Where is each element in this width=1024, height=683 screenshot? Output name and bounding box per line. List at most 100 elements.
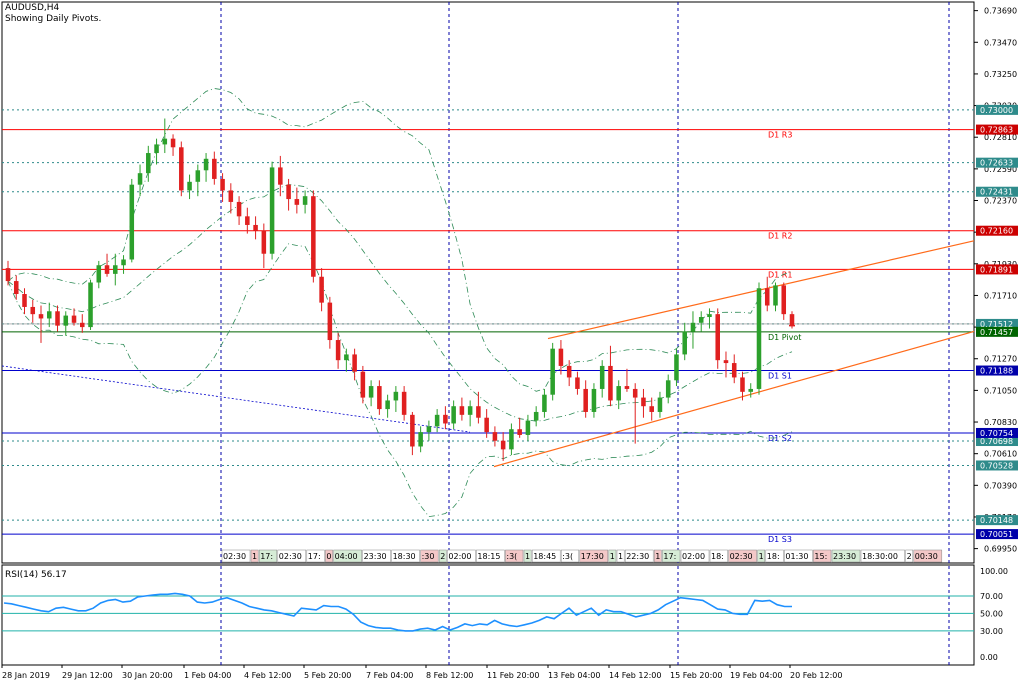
- session-cell: [277, 549, 307, 563]
- session-cell: [662, 549, 681, 563]
- session-cell: [250, 549, 259, 563]
- candle-body: [533, 411, 539, 421]
- rsi-line: [3, 592, 792, 632]
- candle-body: [55, 311, 60, 326]
- candle-body: [410, 414, 415, 447]
- candle-body: [154, 144, 159, 154]
- main-panel-border: [1, 1, 975, 564]
- candle-body: [599, 365, 605, 389]
- candle-body: [269, 167, 275, 254]
- candle-body: [212, 158, 217, 179]
- pivot-label: D1 R1: [768, 270, 792, 279]
- time-tick-label: 19 Feb 04:00: [730, 671, 782, 680]
- time-tick-label: 5 Feb 20:00: [304, 671, 351, 680]
- candle-body: [228, 190, 234, 202]
- session-cell-label: :3(: [506, 552, 517, 561]
- price-tags: 0.73000 0.72633 0.72431 0.71512 0.70698 0.705…: [976, 104, 1018, 540]
- candle-body: [674, 354, 679, 381]
- session-cell: [560, 549, 580, 563]
- time-tick-label: 7 Feb 04:00: [366, 671, 413, 680]
- session-cell-label: 04:00: [335, 552, 358, 561]
- candle-body: [129, 184, 135, 260]
- candle-body: [566, 365, 572, 378]
- session-cell: [784, 549, 813, 563]
- candle-body: [500, 440, 506, 450]
- price-tick-label: 0.72810: [984, 133, 1017, 142]
- session-cell: [624, 549, 654, 563]
- candle-body: [418, 432, 423, 447]
- session-cell-label: 0: [326, 552, 331, 561]
- session-cell-label: 02:30: [223, 552, 246, 561]
- session-cell: [391, 549, 420, 563]
- session-cell: [728, 549, 757, 563]
- session-cell-label: 01:30: [785, 552, 808, 561]
- candle-body: [525, 420, 531, 435]
- session-cell-label: 17:: [308, 552, 321, 561]
- time-tick-label: 30 Jan 20:00: [122, 671, 173, 680]
- candle-body: [162, 138, 168, 145]
- price-tick-label: 0.71710: [984, 291, 1017, 300]
- time-tick-label: 14 Feb 12:00: [609, 671, 661, 680]
- session-cell: [616, 549, 625, 563]
- rsi-tick-label: 50.00: [980, 609, 1003, 618]
- candle-body: [715, 314, 720, 361]
- candle-body: [426, 426, 432, 433]
- session-cell: [913, 549, 943, 563]
- pivot-levels: D1 R3 D1 R2 D1 R1 D1 Pivot D1 S1 D1 S2 D1 S3: [2, 109, 974, 544]
- price-tick-label: 0.71270: [984, 355, 1017, 364]
- price-tick-label: 0.70390: [984, 481, 1017, 490]
- candle-body: [327, 302, 333, 341]
- session-cell: [476, 549, 505, 563]
- session-cell: [860, 549, 905, 563]
- rsi-title-label: RSI(14) 56.17: [5, 570, 67, 580]
- session-cell-label: 23:30: [364, 552, 387, 561]
- candle-body: [38, 314, 44, 319]
- session-cell-label: 23:30: [833, 552, 856, 561]
- candle-body: [550, 348, 555, 395]
- candle-body: [789, 314, 795, 326]
- candle-body: [748, 388, 754, 392]
- candle-body: [509, 429, 514, 450]
- session-cell-label: 02:30: [730, 552, 753, 561]
- candle-body: [352, 354, 357, 372]
- candle-body: [731, 363, 737, 378]
- price-tick-label: 0.72590: [984, 165, 1017, 174]
- candle-body: [665, 380, 671, 398]
- time-tick-label: 1 Feb 04:00: [184, 671, 231, 680]
- candle-body: [220, 178, 225, 191]
- session-cell-label: 1: [618, 552, 623, 561]
- candle-body: [517, 429, 522, 435]
- candle-body: [121, 259, 126, 266]
- time-tick-label: 29 Jan 12:00: [62, 671, 113, 680]
- price-tag: [976, 264, 1018, 275]
- price-tag-label: 0.72633: [980, 159, 1013, 168]
- session-cell-label: 1: [525, 552, 530, 561]
- price-tag-label: 0.70148: [980, 516, 1013, 525]
- symbol-timeframe-label: AUDUSD,H4: [5, 3, 60, 13]
- session-cell: [709, 549, 728, 563]
- candle-body: [434, 414, 440, 427]
- candle-body: [690, 322, 696, 332]
- rsi-panel-border: [1, 564, 975, 666]
- pivot-label: D1 Pivot: [768, 333, 801, 342]
- price-tag: [976, 157, 1018, 168]
- candle-body: [632, 388, 638, 398]
- session-cell: [447, 549, 476, 563]
- price-tick-label: 0.73690: [984, 7, 1017, 16]
- band-upper: [7, 88, 793, 392]
- session-cell-label: 17:30: [581, 552, 604, 561]
- session-cell-label: 1: [759, 552, 764, 561]
- time-axis: 28 Jan 2019 29 Jan 12:00 30 Jan 20:00 1 Feb…: [1, 665, 842, 680]
- price-tag: [976, 427, 1018, 438]
- time-tick-label: 15 Feb 20:00: [670, 671, 722, 680]
- candle-body: [170, 138, 176, 148]
- time-tick-label: 28 Jan 2019: [2, 671, 50, 680]
- price-tag-label: 0.73000: [980, 106, 1013, 115]
- candle-body: [583, 388, 588, 412]
- bollinger-bands: [1, 88, 793, 518]
- session-cell: [221, 549, 251, 563]
- price-axis: 0.736900.734700.732500.730300.728100.725…: [974, 7, 1017, 554]
- candle-body: [278, 167, 283, 185]
- candle-body: [773, 285, 778, 306]
